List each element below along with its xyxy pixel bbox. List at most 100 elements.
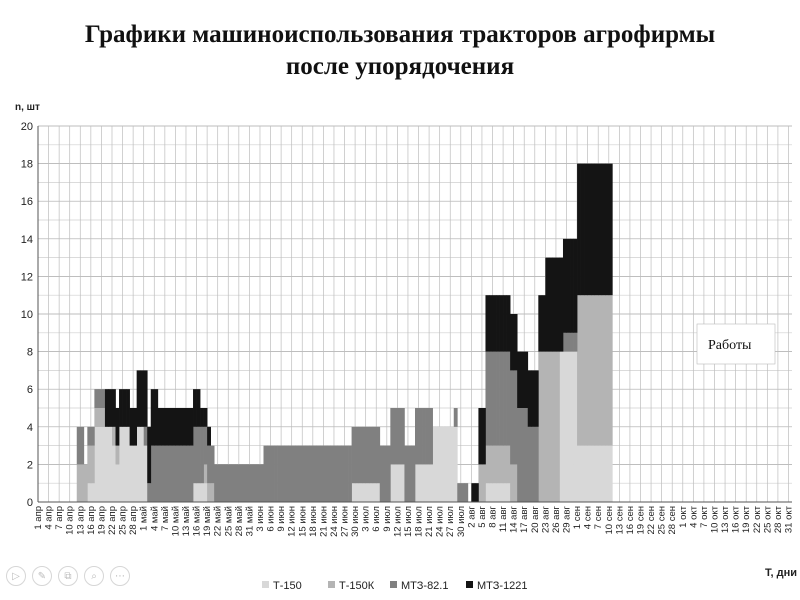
x-tick-label: 2 авг xyxy=(466,505,477,527)
y-tick-label: 20 xyxy=(21,121,33,133)
area-segment-1 xyxy=(87,483,92,502)
area-segment-4 xyxy=(598,163,603,296)
legend-label-1: Т-150 xyxy=(273,580,302,592)
area-segment-1 xyxy=(143,445,148,502)
area-segment-4 xyxy=(591,163,596,296)
area-segment-1 xyxy=(196,483,201,502)
x-tick-label: 16 окт xyxy=(731,505,742,533)
area-segment-4 xyxy=(115,408,120,446)
area-segment-3 xyxy=(422,408,426,465)
x-tick-label: 22 май xyxy=(213,506,224,536)
area-segment-1 xyxy=(355,483,359,502)
more-icon[interactable]: ⋯ xyxy=(110,566,130,586)
play-icon[interactable]: ▷ xyxy=(6,566,26,586)
area-segment-3 xyxy=(369,426,374,484)
area-segment-3 xyxy=(517,408,522,502)
area-segment-3 xyxy=(400,408,405,465)
area-segment-4 xyxy=(150,389,155,446)
area-segment-3 xyxy=(270,445,275,502)
area-segment-1 xyxy=(397,464,402,502)
y-tick-label: 2 xyxy=(27,459,33,471)
area-segment-2 xyxy=(203,464,208,484)
area-segment-3 xyxy=(573,332,578,352)
area-segment-1 xyxy=(450,426,455,502)
area-segment-1 xyxy=(598,445,603,502)
area-segment-2 xyxy=(608,295,613,446)
area-segment-3 xyxy=(337,445,342,502)
area-segment-4 xyxy=(513,314,518,371)
area-segment-3 xyxy=(147,483,152,502)
area-segment-3 xyxy=(407,445,412,502)
area-segment-1 xyxy=(358,483,363,502)
area-segment-4 xyxy=(608,163,613,296)
area-segment-1 xyxy=(111,445,116,502)
area-segment-3 xyxy=(256,464,261,502)
copy-icon[interactable]: ⧉ xyxy=(58,566,78,586)
area-segment-1 xyxy=(446,426,451,502)
area-segment-3 xyxy=(87,426,92,446)
area-segment-3 xyxy=(418,408,423,465)
area-segment-1 xyxy=(129,445,134,502)
area-segment-4 xyxy=(517,351,522,408)
area-segment-1 xyxy=(415,464,419,502)
area-segment-1 xyxy=(584,445,588,502)
x-tick-label: 1 апр xyxy=(33,506,44,530)
area-segment-3 xyxy=(503,351,507,446)
area-segment-2 xyxy=(552,351,557,502)
area-segment-3 xyxy=(365,426,370,484)
area-segment-3 xyxy=(76,426,81,465)
area-segment-3 xyxy=(390,408,395,465)
area-segment-3 xyxy=(298,445,303,502)
zoom-icon[interactable]: ⌕ xyxy=(84,566,104,586)
area-segment-4 xyxy=(570,238,574,333)
area-segment-3 xyxy=(464,483,469,502)
area-segment-4 xyxy=(478,408,483,465)
area-segment-4 xyxy=(207,426,211,446)
area-segment-4 xyxy=(485,295,490,352)
area-segment-2 xyxy=(513,464,518,502)
area-segment-4 xyxy=(171,408,176,446)
area-segment-1 xyxy=(390,464,395,502)
area-segment-4 xyxy=(545,257,550,352)
area-segment-3 xyxy=(295,445,300,502)
y-tick-label: 14 xyxy=(21,234,33,246)
x-tick-label: 28 окт xyxy=(773,505,784,533)
area-segment-3 xyxy=(274,445,278,502)
area-segment-3 xyxy=(291,445,296,502)
area-segment-3 xyxy=(566,332,571,352)
x-tick-label: 3 июл xyxy=(361,506,372,532)
area-segment-1 xyxy=(365,483,370,502)
area-segment-3 xyxy=(196,426,201,484)
area-segment-2 xyxy=(506,445,511,484)
area-segment-2 xyxy=(87,445,92,484)
area-segment-4 xyxy=(178,408,183,446)
area-segment-3 xyxy=(496,351,500,446)
area-segment-3 xyxy=(203,426,208,465)
area-segment-2 xyxy=(90,445,95,484)
area-segment-3 xyxy=(267,445,271,502)
area-segment-3 xyxy=(372,426,377,484)
y-tick-label: 6 xyxy=(27,384,33,396)
y-tick-label: 0 xyxy=(27,497,33,509)
annotation-label: Работы xyxy=(708,338,752,353)
area-segment-2 xyxy=(94,408,99,427)
y-tick-label: 16 xyxy=(21,196,33,208)
legend-label-2: Т-150К xyxy=(339,580,375,592)
area-segment-3 xyxy=(411,445,416,502)
area-segment-4 xyxy=(573,238,578,333)
x-tick-label: 24 июн xyxy=(329,506,340,537)
area-segment-1 xyxy=(580,445,585,502)
x-tick-label: 4 май xyxy=(149,506,160,531)
area-segment-1 xyxy=(429,464,433,502)
area-segment-4 xyxy=(492,295,497,352)
area-segment-4 xyxy=(203,408,208,427)
x-tick-label: 15 июл xyxy=(403,506,414,537)
pen-icon[interactable]: ✎ xyxy=(32,566,52,586)
area-segment-3 xyxy=(341,445,345,502)
legend-swatch-3 xyxy=(390,581,397,588)
x-tick-label: 13 сен xyxy=(614,506,625,535)
area-segment-1 xyxy=(577,445,581,502)
y-tick-label: 12 xyxy=(21,271,33,283)
area-segment-1 xyxy=(203,483,208,502)
area-segment-3 xyxy=(404,445,409,502)
